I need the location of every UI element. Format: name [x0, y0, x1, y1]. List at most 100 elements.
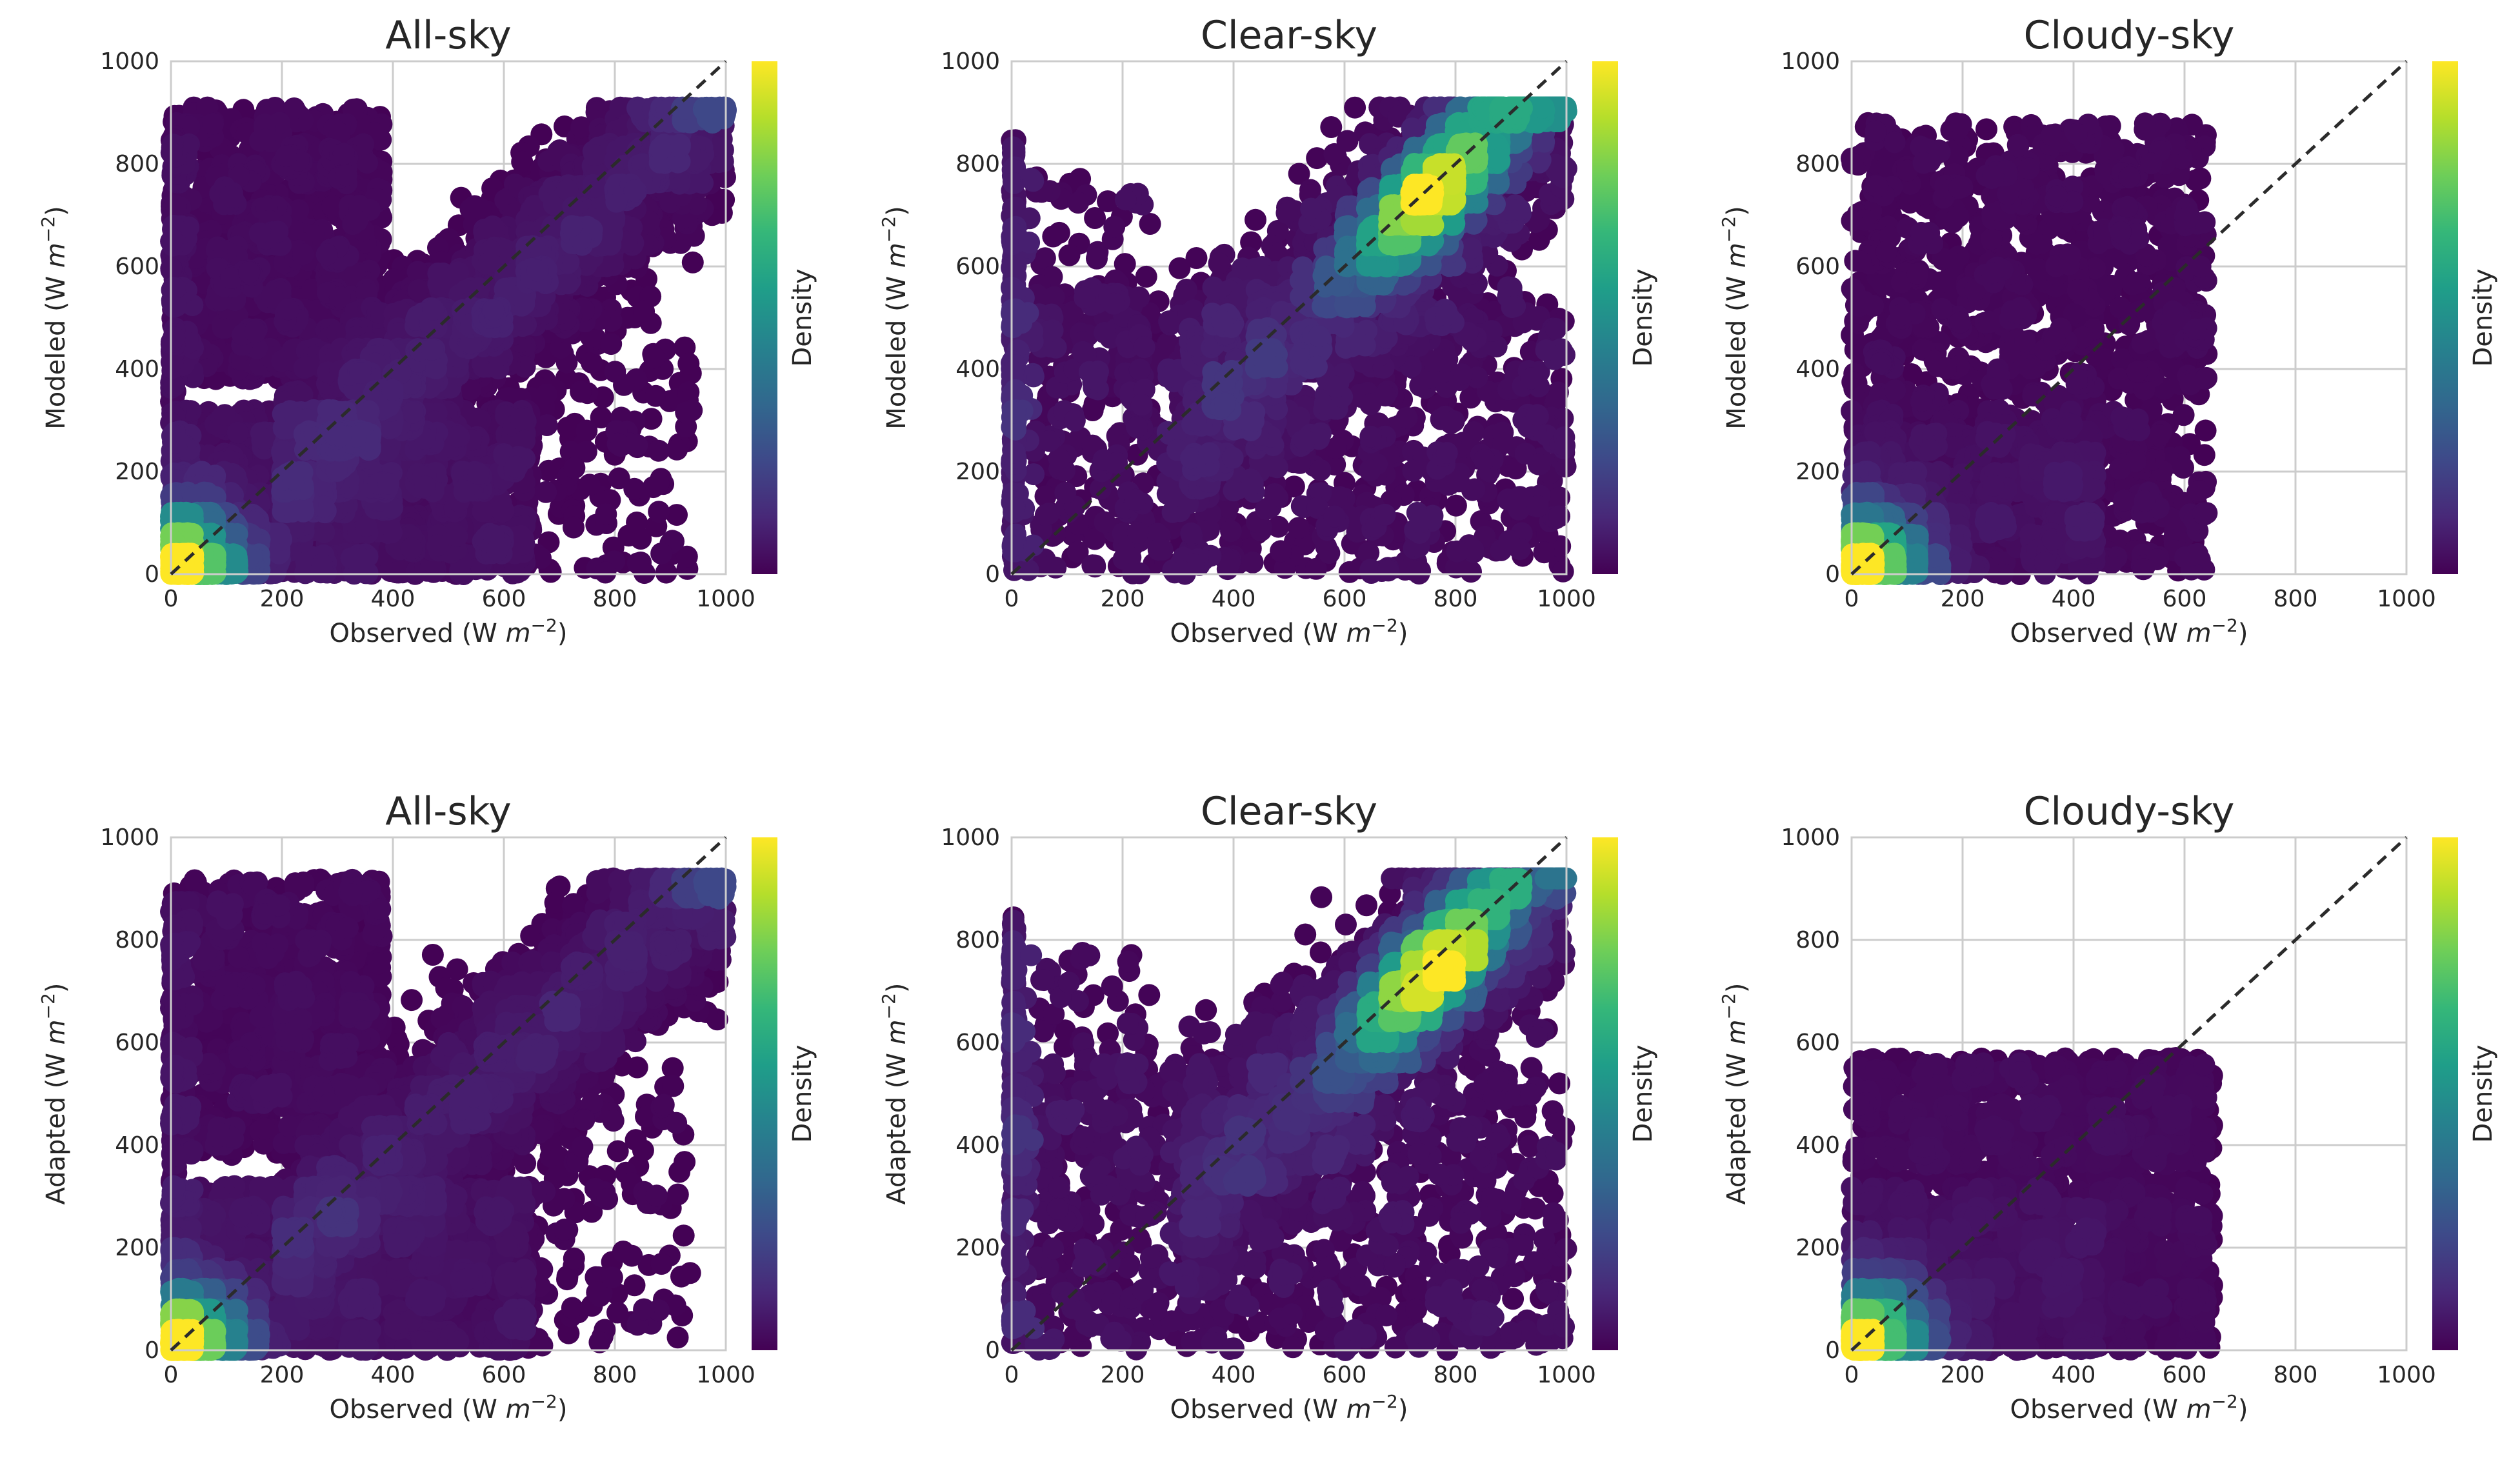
scatter-point [470, 197, 492, 220]
scatter-point [681, 251, 704, 274]
scatter-point [535, 481, 557, 503]
scatter-point [425, 357, 448, 380]
scatter-point [346, 210, 368, 232]
scatter-point [446, 524, 468, 547]
scatter-point [349, 362, 372, 384]
scatter-point [478, 217, 501, 240]
scatter-point [332, 143, 355, 165]
scatter-point [472, 500, 494, 523]
scatter-point [594, 561, 617, 584]
scatter-point [238, 261, 261, 283]
scatter-points [160, 96, 737, 585]
scatter-point [414, 475, 436, 498]
scatter-point [292, 243, 314, 266]
scatter-point [446, 425, 468, 448]
scatter-point [570, 381, 592, 403]
scatter-point [626, 511, 648, 534]
scatter-point [563, 516, 585, 539]
scatter-point [163, 277, 186, 299]
scatter-point [580, 351, 603, 374]
scatter-point [385, 561, 408, 584]
scatter-point [590, 406, 612, 429]
scatter-point [575, 419, 598, 442]
scatter-point [328, 286, 351, 308]
scatter-point [557, 416, 579, 439]
scatter-point [601, 214, 623, 236]
scatter-point [666, 438, 688, 461]
scatter-point [427, 263, 450, 284]
scatter-point [275, 145, 297, 168]
scatter-point [583, 144, 606, 166]
scatter-point [248, 222, 271, 245]
scatter-point [219, 185, 241, 208]
scatter-panel: 0 200 400 600 800 100002004006008001000Densit… [100, 48, 817, 612]
scatter-point [610, 435, 632, 457]
scatter-point [252, 428, 275, 450]
scatter-point [401, 401, 424, 424]
scatter-point [161, 229, 183, 252]
scatter-point [677, 352, 700, 375]
scatter-point [535, 414, 558, 436]
scatter-point [335, 164, 357, 186]
scatter-point [254, 128, 276, 151]
scatter-point [633, 300, 655, 323]
scatter-point [422, 298, 445, 321]
scatter-point [164, 432, 186, 454]
scatter-point [277, 298, 299, 321]
scatter-point [623, 477, 646, 500]
scatter-point [261, 286, 284, 309]
scatter-point [600, 333, 623, 355]
scatter-point [655, 561, 677, 584]
scatter-point [421, 339, 443, 361]
scatter-point [675, 545, 698, 568]
scatter-point [459, 378, 482, 401]
scatter-point [578, 474, 601, 496]
scatter-point [163, 375, 185, 397]
scatter-point [563, 457, 586, 479]
scatter-point [492, 501, 514, 523]
scatter-point [295, 356, 317, 378]
scatter-point [426, 534, 449, 557]
scatter-point [163, 326, 185, 348]
scatter-point [535, 383, 558, 406]
scatter-point [244, 321, 266, 343]
scatter-point [453, 479, 475, 502]
scatter-point [214, 404, 236, 426]
scatter-point [505, 455, 527, 478]
scatter-point [165, 195, 187, 217]
scatter-point [220, 266, 243, 289]
scatter-point [465, 407, 487, 430]
scatter-point [310, 557, 333, 580]
scatter-point [675, 401, 697, 424]
scatter-point [648, 501, 670, 523]
scatter-point [557, 272, 579, 295]
scatter-point [400, 537, 423, 559]
scatter-point [666, 504, 688, 526]
scatter-point [570, 116, 592, 139]
scatter-point [613, 374, 635, 396]
scatter-point [510, 408, 532, 430]
scatter-point [537, 459, 560, 482]
scatter-point [202, 112, 225, 135]
scatter-point [626, 434, 648, 456]
scatter-point [271, 441, 293, 463]
scatter-point [575, 441, 597, 463]
scatter-point [347, 548, 369, 570]
scatter-point [640, 408, 663, 430]
scatter-point [226, 421, 249, 444]
scatter-point [286, 201, 308, 224]
scatter-point [643, 346, 665, 369]
scatter-point [645, 384, 667, 407]
scatter-point [511, 150, 534, 173]
scatter-point [595, 503, 617, 525]
scatter-point [599, 234, 622, 256]
scatter-point [650, 543, 673, 564]
scatter-point [315, 243, 338, 266]
scatter-point [356, 152, 379, 174]
scatter-point [626, 552, 649, 575]
scatter-point [508, 525, 531, 548]
scatter-point [648, 439, 670, 462]
scatter-point [467, 463, 490, 485]
scatter-point [377, 472, 400, 495]
